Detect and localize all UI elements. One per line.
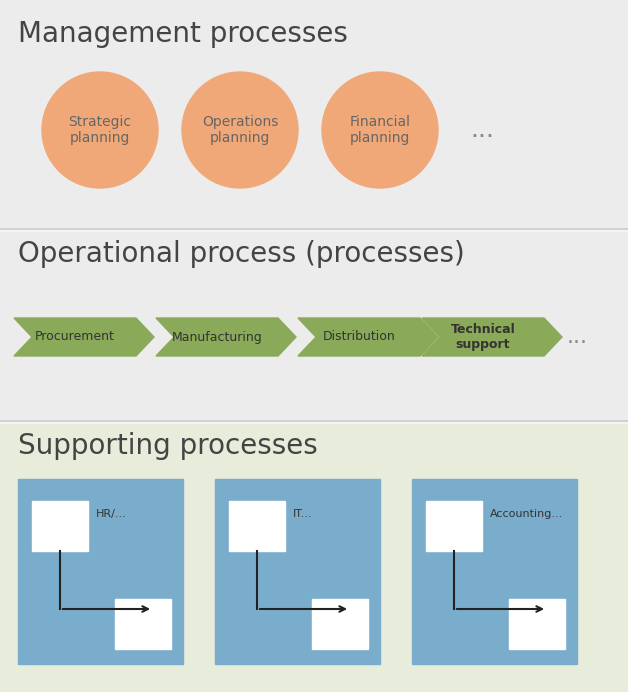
Text: IT...: IT...: [293, 509, 313, 519]
Polygon shape: [14, 318, 154, 356]
Text: Accounting...: Accounting...: [490, 509, 563, 519]
Text: Manufacturing: Manufacturing: [171, 331, 263, 343]
Circle shape: [322, 72, 438, 188]
Text: ...: ...: [470, 118, 494, 142]
Polygon shape: [298, 318, 438, 356]
Polygon shape: [156, 318, 296, 356]
Bar: [115, 599, 171, 649]
Bar: [412, 479, 577, 664]
Text: Technical
support: Technical support: [451, 323, 516, 351]
Bar: [18, 479, 183, 664]
Bar: [509, 599, 565, 649]
Bar: [215, 479, 380, 664]
Bar: [426, 501, 482, 551]
Text: Procurement: Procurement: [35, 331, 115, 343]
Text: Strategic
planning: Strategic planning: [68, 115, 131, 145]
Circle shape: [42, 72, 158, 188]
Bar: [0, 232, 628, 420]
Bar: [0, 424, 628, 692]
Text: Management processes: Management processes: [18, 20, 348, 48]
Bar: [0, 0, 628, 228]
Text: Financial
planning: Financial planning: [350, 115, 411, 145]
Text: Operations
planning: Operations planning: [202, 115, 278, 145]
Bar: [32, 501, 88, 551]
Text: ...: ...: [567, 327, 588, 347]
Bar: [312, 599, 368, 649]
Bar: [229, 501, 285, 551]
Text: Supporting processes: Supporting processes: [18, 432, 318, 460]
Text: HR/...: HR/...: [96, 509, 127, 519]
Polygon shape: [422, 318, 562, 356]
Text: Operational process (processes): Operational process (processes): [18, 240, 465, 268]
Text: Distribution: Distribution: [323, 331, 396, 343]
Circle shape: [182, 72, 298, 188]
